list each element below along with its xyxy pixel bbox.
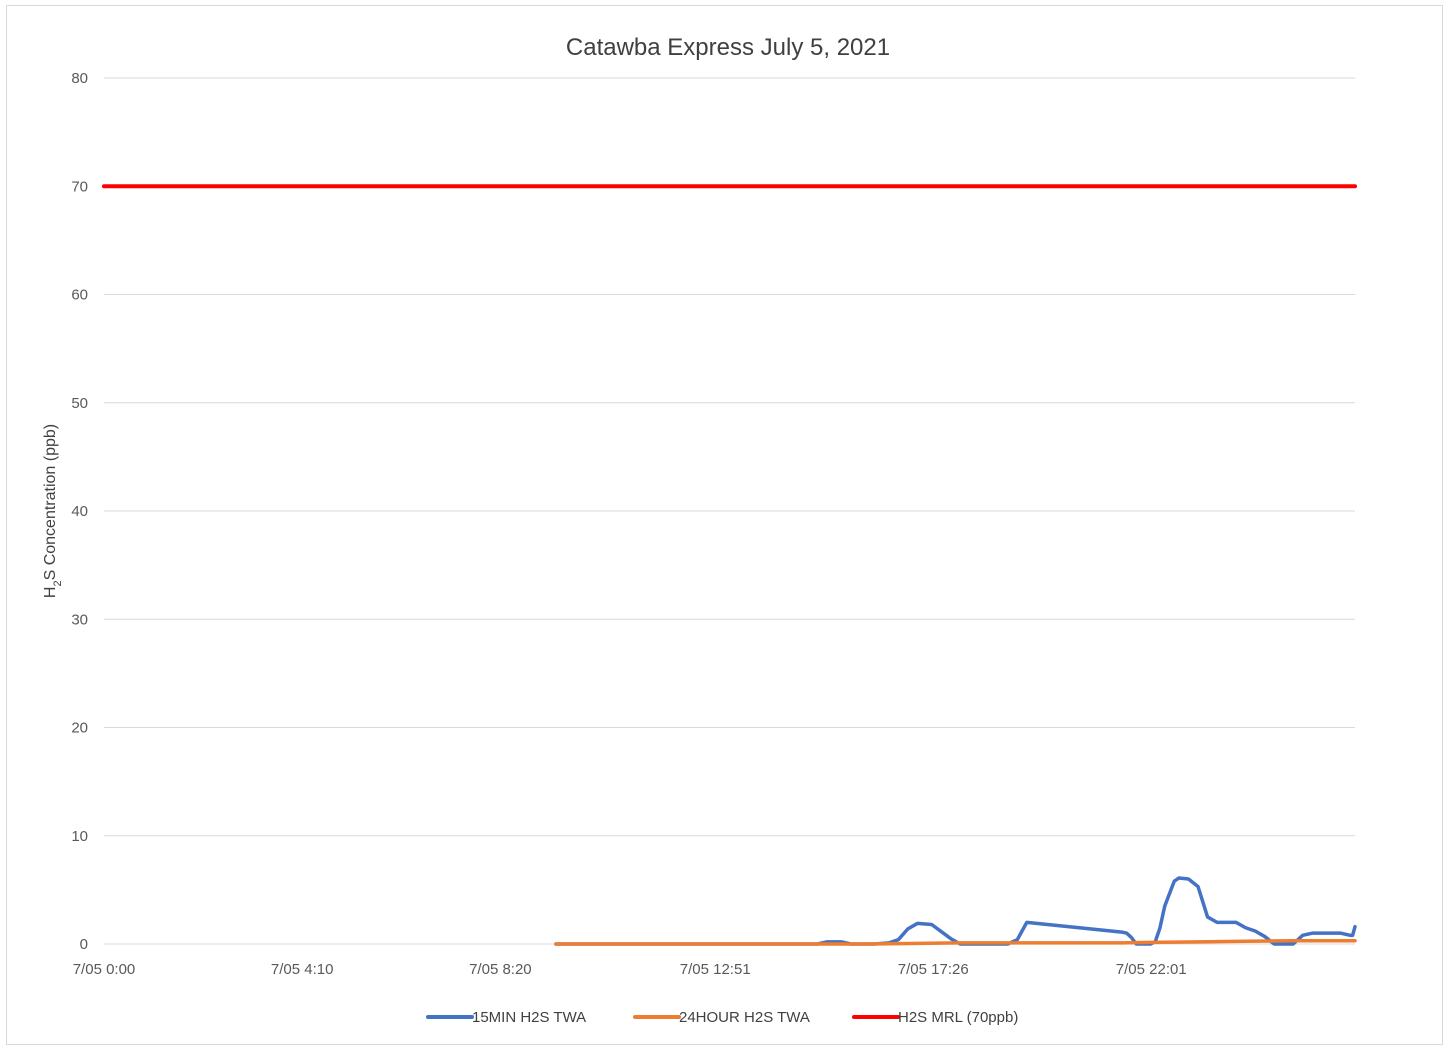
y-axis-title: H2S Concentration (ppb) (42, 424, 64, 598)
x-axis-ticks: 7/05 0:00 7/05 4:10 7/05 8:20 7/05 12:51 7/0… (73, 961, 1187, 978)
legend-label: H2S MRL (70ppb) (898, 1009, 1018, 1026)
x-tick-label: 7/05 12:51 (680, 961, 751, 978)
x-tick-label: 7/05 8:20 (469, 961, 532, 978)
x-tick-label: 7/05 17:26 (898, 961, 969, 978)
series-lines (102, 184, 1357, 946)
y-tick-label: 0 (80, 936, 88, 953)
y-tick-label: 50 (71, 395, 88, 412)
x-tick-label: 7/05 0:00 (73, 961, 136, 978)
legend: 15MIN H2S TWA 24HOUR H2S TWA H2S MRL (70pp… (426, 1009, 1018, 1026)
y-axis-title-part-1: H (42, 587, 59, 599)
gridlines (104, 77, 1355, 837)
y-axis-ticks: 0 10 20 30 40 50 60 70 80 (71, 70, 88, 953)
y-axis-title-part-2: S Concentration (ppb) (42, 424, 59, 581)
chart-frame: Catawba Express July 5, 2021 0 10 20 30 40 50… (6, 5, 1443, 1045)
legend-label: 24HOUR H2S TWA (679, 1009, 810, 1026)
series-line-1 (554, 876, 1357, 946)
chart-title: Catawba Express July 5, 2021 (566, 34, 890, 61)
y-tick-label: 60 (71, 287, 88, 304)
x-tick-label: 7/05 4:10 (271, 961, 334, 978)
y-axis-title-subscript: 2 (52, 580, 64, 586)
y-tick-label: 20 (71, 720, 88, 737)
series-line-2 (554, 939, 1357, 946)
y-tick-label: 10 (71, 828, 88, 845)
x-tick-label: 7/05 22:01 (1116, 961, 1187, 978)
y-tick-label: 70 (71, 178, 88, 195)
y-tick-label: 30 (71, 611, 88, 628)
line-chart: Catawba Express July 5, 2021 0 10 20 30 40 50… (42, 34, 1357, 1026)
y-tick-label: 40 (71, 503, 88, 520)
y-tick-label: 80 (71, 70, 88, 87)
legend-label: 15MIN H2S TWA (472, 1009, 586, 1026)
